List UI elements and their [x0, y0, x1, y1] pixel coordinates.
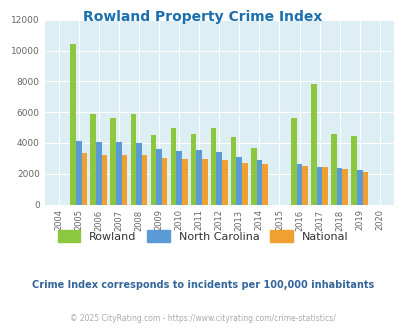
Bar [341, 169, 347, 205]
Bar [110, 118, 116, 205]
Bar [316, 167, 322, 205]
Bar [141, 155, 147, 205]
Bar [176, 151, 181, 205]
Bar [330, 134, 336, 205]
Bar [196, 150, 201, 205]
Bar [356, 170, 362, 205]
Bar [216, 152, 222, 205]
Bar [156, 149, 162, 205]
Bar [101, 154, 107, 205]
Bar [322, 167, 327, 205]
Bar [136, 143, 141, 205]
Bar [250, 148, 256, 205]
Bar [122, 155, 127, 205]
Text: © 2025 CityRating.com - https://www.cityrating.com/crime-statistics/: © 2025 CityRating.com - https://www.city… [70, 314, 335, 323]
Bar [116, 142, 121, 205]
Bar [81, 153, 87, 205]
Bar [181, 159, 187, 205]
Bar [230, 137, 236, 205]
Bar [170, 128, 176, 205]
Text: Crime Index corresponds to incidents per 100,000 inhabitants: Crime Index corresponds to incidents per… [32, 280, 373, 290]
Bar [130, 114, 136, 205]
Bar [96, 142, 101, 205]
Bar [201, 159, 207, 205]
Bar [302, 166, 307, 205]
Text: Rowland Property Crime Index: Rowland Property Crime Index [83, 10, 322, 24]
Bar [150, 135, 156, 205]
Bar [236, 157, 241, 205]
Bar [70, 45, 76, 205]
Bar [210, 128, 216, 205]
Bar [90, 114, 96, 205]
Bar [350, 136, 356, 205]
Bar [256, 160, 262, 205]
Bar [162, 158, 167, 205]
Bar [336, 168, 341, 205]
Bar [290, 118, 296, 205]
Bar [310, 84, 316, 205]
Bar [76, 142, 81, 205]
Bar [362, 172, 367, 205]
Bar [296, 164, 302, 205]
Bar [222, 160, 227, 205]
Bar [262, 164, 267, 205]
Bar [190, 134, 196, 205]
Legend: Rowland, North Carolina, National: Rowland, North Carolina, National [53, 226, 352, 246]
Bar [241, 163, 247, 205]
